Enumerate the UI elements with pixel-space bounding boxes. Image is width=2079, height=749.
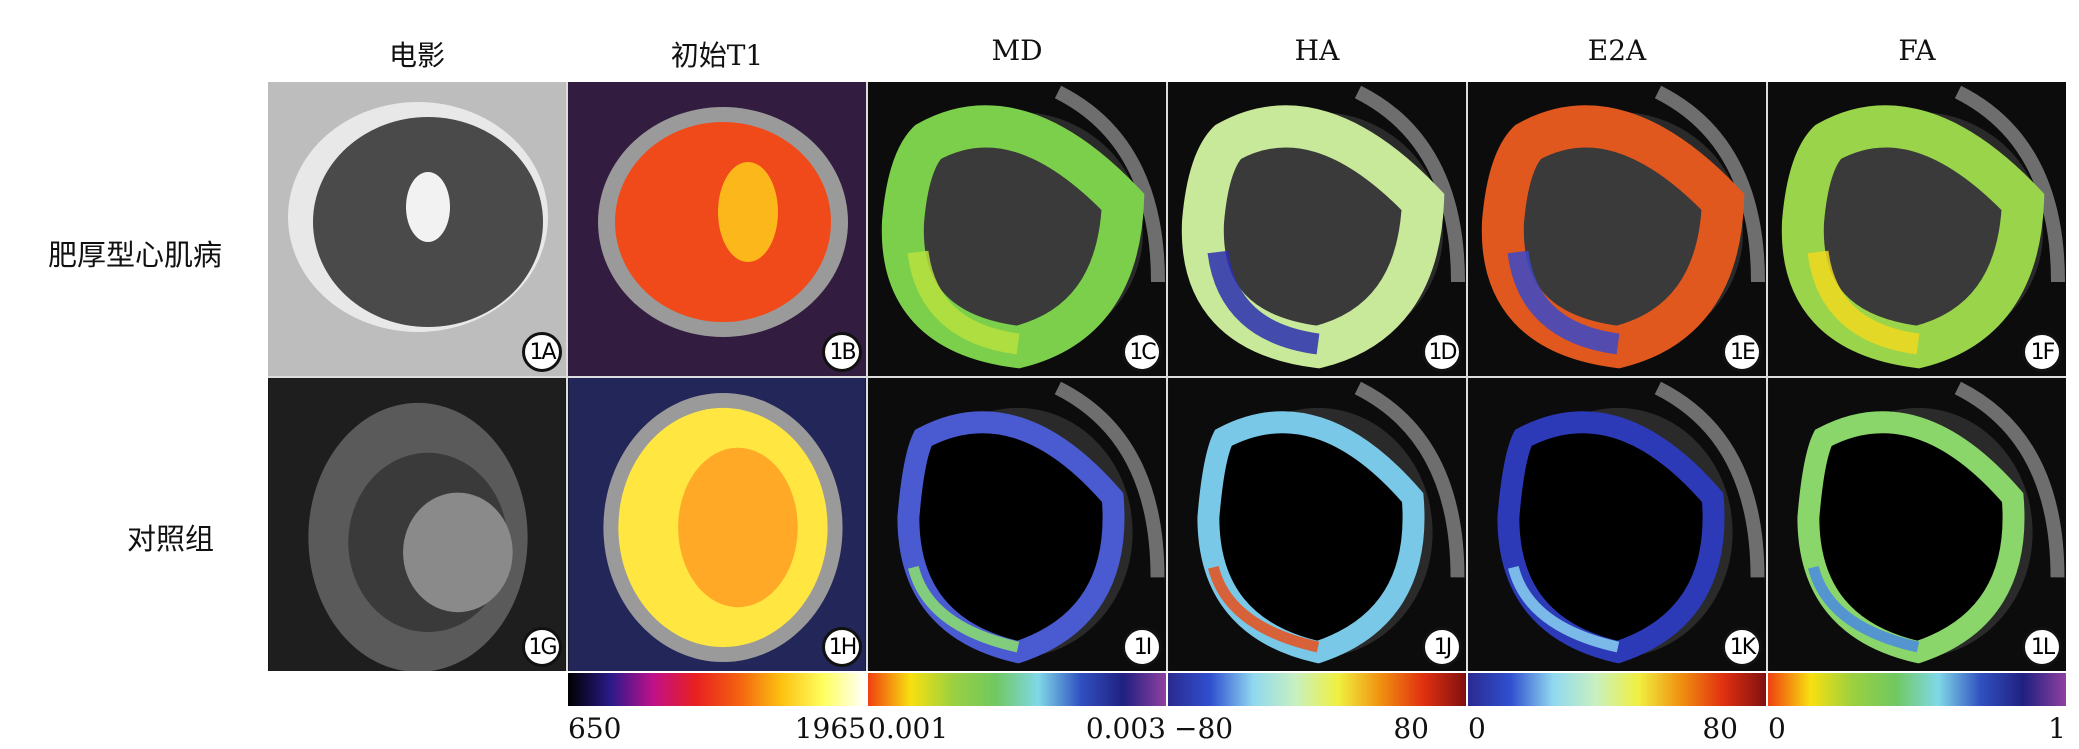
colorbar-labels-e2a: 0 80 xyxy=(1468,712,1738,745)
colorbar-min-label: 650 xyxy=(568,712,622,745)
image-panel-1e: 1E xyxy=(1468,82,1766,376)
dti-map-image xyxy=(1468,82,1766,376)
colorbar-e2a xyxy=(1468,673,1766,706)
panel-label-badge: 1H xyxy=(822,627,862,667)
panel-label-badge: 1D xyxy=(1422,332,1462,372)
panel-label-badge: 1G xyxy=(522,627,562,667)
panel-label-badge: 1A xyxy=(522,332,562,372)
row-label-control: 对照组 xyxy=(126,522,214,556)
colorbar-md xyxy=(868,673,1166,706)
colorbar-max-label: 1 xyxy=(2048,712,2066,745)
column-header-fa: FA xyxy=(1898,34,1936,67)
column-header-ha: HA xyxy=(1294,34,1340,67)
colorbar-max-label: 80 xyxy=(1702,712,1738,745)
colorbar-min-label: 0 xyxy=(1768,712,1786,745)
colorbar-min-label: 0 xyxy=(1468,712,1486,745)
dti-map-image xyxy=(1468,378,1766,671)
column-header-md: MD xyxy=(991,34,1043,67)
image-panel-1l: 1L xyxy=(1768,378,2066,671)
dti-map-image xyxy=(1768,378,2066,671)
image-grid: 1A 1B 1C 1D 1E 1F xyxy=(268,82,2066,671)
colorbar-min-label: 0.001 xyxy=(868,712,949,745)
t1-map-image xyxy=(568,378,866,671)
image-panel-1c: 1C xyxy=(868,82,1166,376)
panel-label-badge: 1L xyxy=(2022,627,2062,667)
image-panel-1k: 1K xyxy=(1468,378,1766,671)
colorbar-max-label: 1965 xyxy=(794,712,866,745)
image-panel-1d: 1D xyxy=(1168,82,1466,376)
dti-map-image xyxy=(1168,378,1466,671)
t1-map-image xyxy=(568,82,866,376)
dti-map-image xyxy=(868,82,1166,376)
image-panel-1j: 1J xyxy=(1168,378,1466,671)
column-header-e2a: E2A xyxy=(1587,34,1647,67)
image-panel-1b: 1B xyxy=(568,82,866,376)
row-label-hcm: 肥厚型心肌病 xyxy=(47,238,222,272)
panel-label-badge: 1B xyxy=(822,332,862,372)
colorbar-labels-t1: 650 1965 xyxy=(568,712,866,745)
cine-mri-image xyxy=(268,82,566,376)
panel-label-badge: 1E xyxy=(1722,332,1762,372)
column-header-cine: 电影 xyxy=(388,39,445,72)
panel-label-badge: 1J xyxy=(1422,627,1462,667)
dti-map-image xyxy=(868,378,1166,671)
image-panel-1a: 1A xyxy=(268,82,566,376)
dti-map-image xyxy=(1168,82,1466,376)
colorbar-fa xyxy=(1768,673,2066,706)
colorbar-t1 xyxy=(568,673,866,706)
colorbar-labels-ha: −80 80 xyxy=(1174,712,1429,745)
panel-label-badge: 1K xyxy=(1722,627,1762,667)
image-panel-1f: 1F xyxy=(1768,82,2066,376)
colorbar-labels-md: 0.001 0.003 xyxy=(868,712,1166,745)
colorbar-max-label: 0.003 xyxy=(1085,712,1166,745)
image-panel-1g: 1G xyxy=(268,378,566,671)
panel-label-badge: 1F xyxy=(2022,332,2062,372)
colorbar-ha xyxy=(1168,673,1466,706)
colorbar-max-label: 80 xyxy=(1393,712,1429,745)
image-panel-1h: 1H xyxy=(568,378,866,671)
dti-map-image xyxy=(1768,82,2066,376)
panel-label-badge: 1C xyxy=(1122,332,1162,372)
cine-mri-image xyxy=(268,378,566,671)
colorbar-min-label: −80 xyxy=(1174,712,1234,745)
column-header-native-t1: 初始T1 xyxy=(670,39,764,72)
panel-label-badge: 1I xyxy=(1122,627,1162,667)
image-panel-1i: 1I xyxy=(868,378,1166,671)
